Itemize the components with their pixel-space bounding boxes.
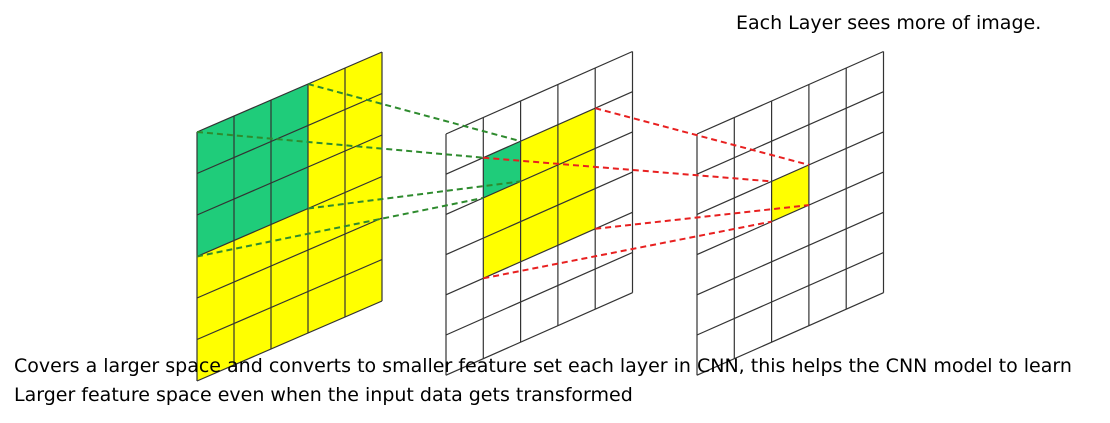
output-grid-row-line [696,131,884,215]
hidden-grid-row-line [445,211,633,296]
input-grid-row-line [196,300,383,382]
hidden-layer-grid [445,50,634,376]
hidden-grid-row-line [445,50,633,135]
output-yellow-cell [771,164,809,222]
hidden-grid-row-line [445,171,633,256]
output-grid-row-line [696,292,884,376]
output-grid-row-line [696,251,884,336]
hidden-grid-row-line [445,251,633,336]
green-connector-line [307,180,521,210]
hidden-grid-row-line [445,292,633,376]
input-green-region [197,84,308,257]
red-connector-line [483,156,772,183]
input-grid-row-line [196,217,383,299]
output-grid-row-line [696,211,884,296]
hidden-grid-row-line [445,91,633,175]
green-connector-line [307,83,521,143]
red-connector-line [594,107,810,166]
connector-lines [196,83,810,280]
input-grid-row-line [196,51,383,133]
output-grid-row-line [696,50,884,135]
input-grid-row-line [196,175,383,258]
red-connector-line [595,204,810,230]
red-connector-line [483,220,772,280]
green-connector-line [196,131,484,159]
input-grid-row-line [196,258,383,341]
input-grid-row-line [196,134,383,216]
diagram-title: Each Layer sees more of image. [736,12,1042,34]
output-layer-grid [696,50,885,376]
input-layer-grid [196,51,383,382]
input-grid-row-line [196,92,383,175]
caption-line-1: Covers a larger space and converts to sm… [14,355,1072,377]
output-grid-row-line [696,171,884,256]
caption-line-2: Larger feature space even when the input… [14,384,633,406]
output-grid-row-line [696,91,884,175]
hidden-green-cell [483,141,521,198]
hidden-yellow-region [483,108,596,279]
hidden-grid-row-line [445,131,633,215]
green-connector-line [196,196,484,258]
